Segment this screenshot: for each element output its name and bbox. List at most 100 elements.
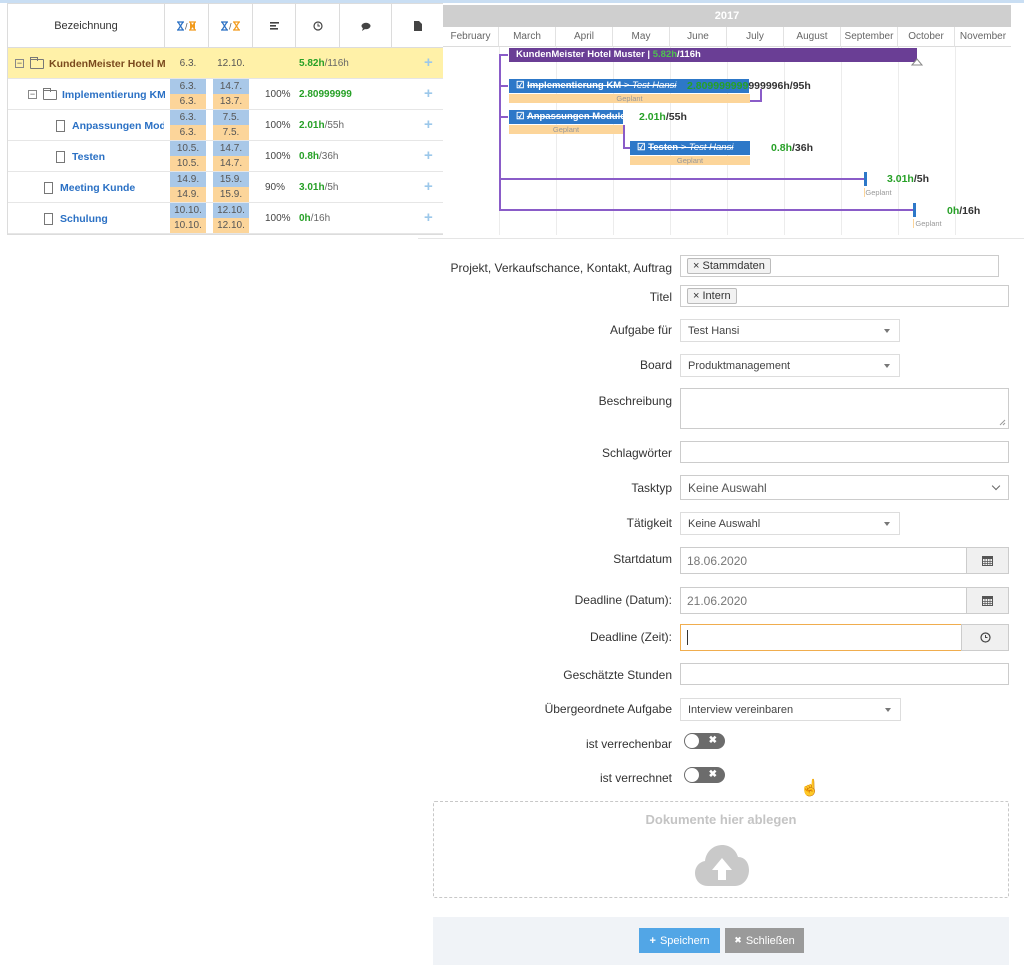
hours-value: 0h/16h <box>299 203 353 234</box>
row-name[interactable]: KundenMeister Hotel Muster <box>49 57 165 70</box>
project-label: Projekt, Verkaufschance, Kontakt, Auftra… <box>450 261 672 275</box>
assignee-select[interactable]: Test Hansi <box>680 319 900 342</box>
section-divider <box>418 238 1024 239</box>
start-date-actual: 6.3. <box>170 125 206 140</box>
deadline-time-input[interactable] <box>680 624 962 651</box>
deadline-time-label: Deadline (Zeit): <box>589 630 672 644</box>
tasktype-select[interactable]: Keine Auswahl <box>680 475 1009 500</box>
add-task-button[interactable]: + <box>424 178 433 195</box>
column-header-start[interactable]: / <box>165 4 209 48</box>
hours-done: 5.82h <box>299 58 325 69</box>
collapse-toggle[interactable]: − <box>28 89 37 99</box>
plus-icon: + <box>649 934 656 947</box>
parent-task-value: Interview vereinbaren <box>688 703 794 716</box>
assignee-label: Aufgabe für <box>609 323 672 337</box>
row-name-cell[interactable]: − Implementierung KM <box>28 79 165 110</box>
row-name[interactable]: Implementierung KM <box>62 88 165 101</box>
row-name-cell[interactable]: Testen <box>56 141 165 172</box>
row-name-cell[interactable]: Anpassungen Module <box>56 110 165 141</box>
add-task-button[interactable]: + <box>424 209 433 226</box>
calendar-icon <box>982 556 993 566</box>
table-row[interactable]: − KundenMeister Hotel Muster 6.3. 12.10.… <box>8 48 443 79</box>
startdate-input[interactable]: 18.06.2020 <box>680 547 967 574</box>
month-header: April <box>556 27 613 47</box>
description-label: Beschreibung <box>598 394 672 408</box>
row-name-cell[interactable]: Schulung <box>44 203 165 234</box>
billed-toggle[interactable]: ✖ <box>684 767 725 783</box>
time-picker-button[interactable] <box>961 624 1009 651</box>
task-bar-testen[interactable]: ☑ Testen > Test Hansi <box>630 141 750 155</box>
table-row[interactable]: Anpassungen Module 6.3. 6.3. 7.5. 7.5. 1… <box>8 110 443 141</box>
milestone-meeting[interactable] <box>864 172 867 186</box>
save-button[interactable]: + Speichern <box>639 928 720 953</box>
table-row[interactable]: Testen 10.5. 10.5. 14.7. 14.7. 100% 0.8h… <box>8 141 443 172</box>
task-bar-anpassungen[interactable]: ☑ Anpassungen Module <box>509 110 623 124</box>
billable-label: ist verrechenbar <box>585 737 672 751</box>
activity-select[interactable]: Keine Auswahl <box>680 512 900 535</box>
column-header-time[interactable] <box>296 4 340 48</box>
project-tag-input[interactable]: × Stammdaten <box>680 255 999 277</box>
column-header-name[interactable]: Bezeichnung <box>8 4 165 48</box>
planned-bar: Geplant <box>864 188 892 197</box>
task-hours-label: 2.809999999999996h/95h <box>687 80 811 92</box>
close-button[interactable]: ✖ Schließen <box>725 928 804 953</box>
estimated-hours-label: Geschätzte Stunden <box>563 668 672 682</box>
hours-done: 2.01h <box>299 120 325 131</box>
pointer-cursor-icon: ☝ <box>800 780 820 797</box>
project-tag[interactable]: × Stammdaten <box>687 258 771 274</box>
task-bar-label: Testen <box>648 142 679 153</box>
table-row[interactable]: − Implementierung KM 6.3. 6.3. 14.7. 13.… <box>8 79 443 110</box>
row-name-cell[interactable]: Meeting Kunde <box>44 172 165 203</box>
calendar-button[interactable] <box>966 587 1009 614</box>
board-select[interactable]: Produktmanagement <box>680 354 900 377</box>
task-hours-total: 999996h/95h <box>748 80 811 92</box>
planned-bar: Geplant <box>630 156 750 165</box>
file-icon <box>56 150 65 163</box>
end-date-planned: 15.9. <box>213 172 249 187</box>
task-hours-done: 0.8h <box>771 142 793 154</box>
start-date-actual: 6.3. <box>170 94 206 109</box>
add-task-button[interactable]: + <box>424 85 433 102</box>
row-name[interactable]: Anpassungen Module <box>72 119 164 132</box>
tasktype-label: Tasktyp <box>631 481 672 495</box>
document-dropzone[interactable]: Dokumente hier ablegen <box>433 801 1009 898</box>
table-row[interactable]: Schulung 10.10. 10.10. 12.10. 12.10. 100… <box>8 203 443 234</box>
calendar-button[interactable] <box>966 547 1009 574</box>
title-tag[interactable]: × Intern <box>687 288 737 304</box>
add-task-button[interactable]: + <box>424 116 433 133</box>
deadline-date-input[interactable]: 21.06.2020 <box>680 587 967 614</box>
row-name[interactable]: Meeting Kunde <box>60 181 136 194</box>
milestone-schulung[interactable] <box>913 203 916 217</box>
hours-value: 0.8h/36h <box>299 141 353 172</box>
estimated-hours-input[interactable] <box>680 663 1009 685</box>
add-task-button[interactable]: + <box>424 54 433 71</box>
tag-remove-icon[interactable]: × <box>693 290 700 302</box>
billable-toggle[interactable]: ✖ <box>684 733 725 749</box>
progress-icon <box>269 22 279 30</box>
task-hours-done: 3.01h <box>887 173 914 185</box>
start-date-actual: 14.9. <box>170 187 206 202</box>
column-header-comment[interactable] <box>340 4 392 48</box>
table-row[interactable]: Meeting Kunde 14.9. 14.9. 15.9. 15.9. 90… <box>8 172 443 203</box>
keywords-input[interactable] <box>680 441 1009 463</box>
cloud-upload-icon <box>695 845 749 886</box>
parent-task-select[interactable]: Interview vereinbaren <box>680 698 901 721</box>
row-name[interactable]: Testen <box>72 150 106 163</box>
column-header-progress[interactable] <box>253 4 296 48</box>
progress-value: 100% <box>265 213 291 224</box>
task-bar-implementierung[interactable]: ☑ Implementierung KM > Test Hansi <box>509 79 749 93</box>
description-textarea[interactable] <box>680 388 1009 429</box>
check-icon: ☑ <box>516 111 525 122</box>
row-name-cell[interactable]: − KundenMeister Hotel Muster <box>15 48 165 79</box>
check-icon: ☑ <box>516 80 525 91</box>
row-name[interactable]: Schulung <box>60 212 108 225</box>
project-bar[interactable]: KundenMeister Hotel Muster | 5.82h/116h <box>509 48 917 62</box>
collapse-toggle[interactable]: − <box>15 58 24 68</box>
title-tag-input[interactable]: × Intern <box>680 285 1009 307</box>
task-hours-label: 2.01h/55h <box>639 111 687 123</box>
column-header-end[interactable]: / <box>209 4 253 48</box>
tag-remove-icon[interactable]: × <box>693 260 700 272</box>
add-task-button[interactable]: + <box>424 147 433 164</box>
resize-handle-icon[interactable] <box>999 419 1006 426</box>
column-header-document[interactable] <box>392 4 443 48</box>
